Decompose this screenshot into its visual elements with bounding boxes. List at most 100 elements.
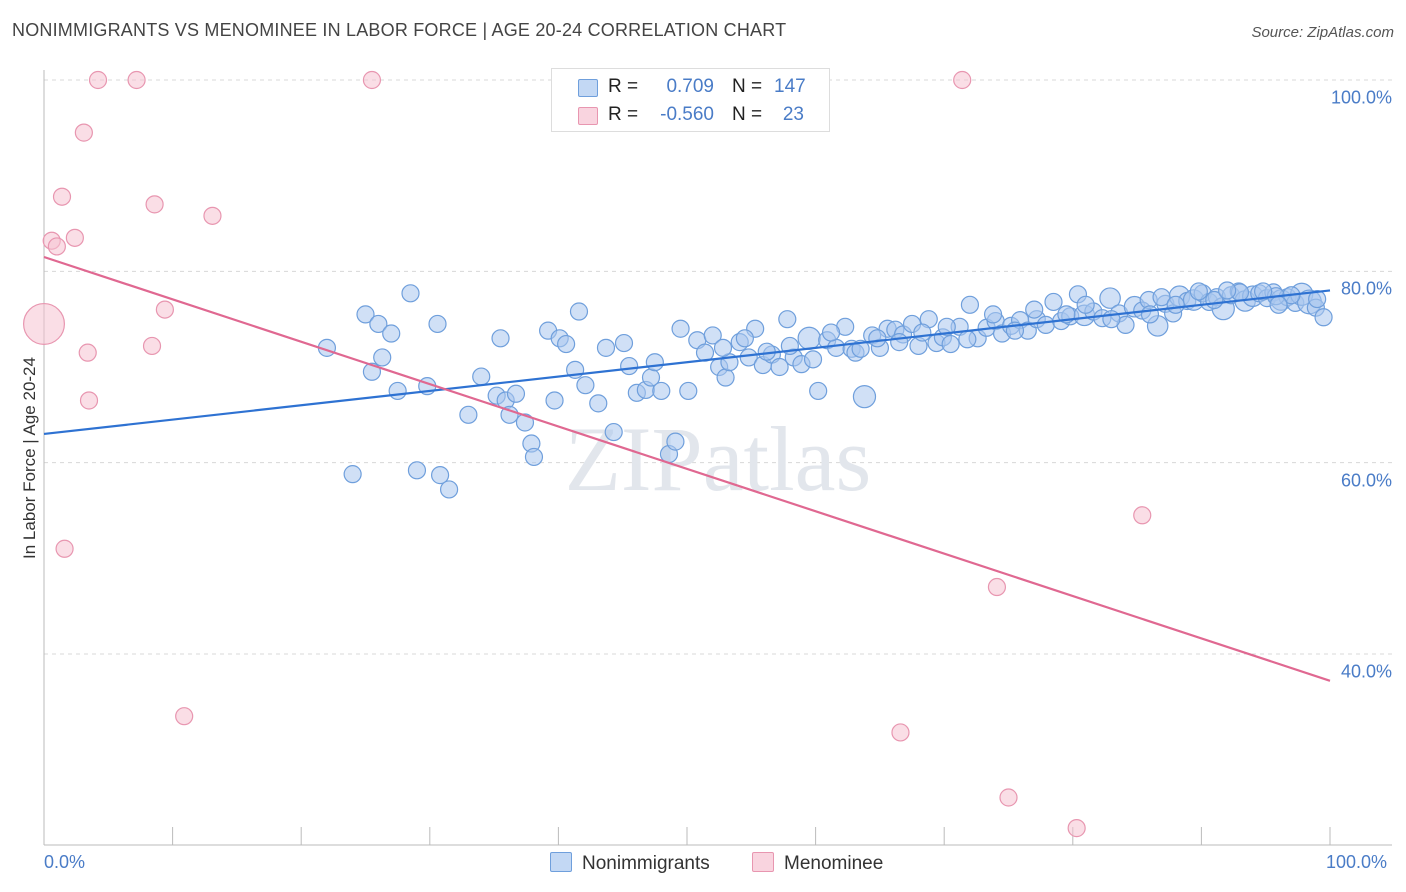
data-point <box>428 314 447 334</box>
data-point <box>407 461 427 480</box>
data-point <box>1189 282 1208 301</box>
data-point <box>515 413 535 432</box>
data-point <box>851 339 870 358</box>
data-point <box>524 447 544 467</box>
data-point <box>1025 300 1044 319</box>
data-point <box>65 228 84 247</box>
data-point <box>439 480 459 499</box>
data-point <box>809 381 828 401</box>
data-point <box>987 577 1007 597</box>
y-tick-label: 100.0% <box>1330 87 1392 108</box>
n-value: 147 <box>774 76 806 97</box>
data-point <box>1140 305 1160 324</box>
y-tick-label: 80.0% <box>1340 278 1392 299</box>
r-value: -0.560 <box>660 104 714 125</box>
data-point <box>545 391 564 410</box>
n-label: N = <box>732 104 763 125</box>
legend-label: Nonimmigrants <box>582 853 710 874</box>
data-point <box>78 343 97 362</box>
data-point <box>797 326 821 350</box>
data-point <box>576 376 595 395</box>
series-menominee <box>23 70 1152 838</box>
data-point <box>891 723 910 742</box>
data-point <box>703 326 722 345</box>
data-point <box>1099 287 1121 309</box>
data-point <box>614 333 634 353</box>
r-label: R = <box>608 104 639 125</box>
data-point <box>620 356 639 376</box>
data-point <box>671 319 690 338</box>
data-point <box>604 422 623 442</box>
n-label: N = <box>732 76 763 97</box>
blue-swatch <box>578 79 598 97</box>
data-point <box>1036 315 1055 335</box>
data-point <box>713 338 733 357</box>
stats-row-nonimmigrants: R = 0.709 N = 147 <box>552 72 829 102</box>
source-label: Source: ZipAtlas.com <box>1251 24 1394 41</box>
data-point <box>369 314 388 334</box>
n-value: 23 <box>782 104 804 125</box>
data-point <box>47 237 66 256</box>
data-point <box>491 329 510 348</box>
data-point <box>596 338 616 357</box>
pink-swatch <box>578 107 598 125</box>
data-point <box>459 405 478 424</box>
data-point <box>74 123 93 142</box>
data-point <box>500 405 519 424</box>
data-point <box>953 70 972 90</box>
r-label: R = <box>608 76 639 97</box>
blue-swatch <box>550 852 572 872</box>
data-point <box>142 336 162 356</box>
trend-line-nonimmigrants <box>43 289 1331 436</box>
data-point <box>827 338 846 357</box>
trend-line-menominee <box>43 255 1331 682</box>
data-point <box>362 70 382 90</box>
data-point <box>23 302 65 345</box>
data-point <box>382 324 401 343</box>
data-point <box>890 333 909 352</box>
trend-lines <box>43 255 1331 682</box>
data-point <box>88 70 108 90</box>
data-point <box>913 323 932 342</box>
data-point <box>472 367 491 386</box>
data-point <box>821 323 841 342</box>
data-point <box>79 391 99 410</box>
data-point <box>203 206 222 225</box>
data-point <box>958 330 977 349</box>
data-point <box>983 305 1003 324</box>
data-point <box>937 317 956 336</box>
data-point <box>1254 282 1273 301</box>
y-tick-label: 40.0% <box>1340 661 1392 682</box>
x-tick-label: 100.0% <box>1326 852 1388 872</box>
stats-box: R = 0.709 N = 147 R = -0.560 N = 23 <box>551 68 830 132</box>
data-point <box>716 368 735 387</box>
pink-swatch <box>752 852 774 872</box>
stats-row-menominee: R = -0.560 N = 23 <box>552 100 829 130</box>
data-point <box>1067 819 1086 838</box>
data-point <box>356 305 375 324</box>
data-point <box>127 70 146 90</box>
y-tick-label: 60.0% <box>1340 470 1392 491</box>
data-point <box>960 295 980 314</box>
data-point <box>735 329 754 348</box>
data-point <box>1308 289 1327 309</box>
data-point <box>1218 281 1237 300</box>
data-point <box>1152 288 1171 307</box>
data-point <box>803 350 823 369</box>
watermark: ZIPatlas <box>565 408 872 510</box>
chart-title: NONIMMIGRANTS VS MENOMINEE IN LABOR FORC… <box>12 20 787 40</box>
data-point <box>145 195 164 214</box>
r-value: 0.709 <box>666 76 714 97</box>
data-point <box>55 539 74 558</box>
data-points <box>23 70 1333 838</box>
data-point <box>401 284 420 303</box>
data-point <box>589 394 608 413</box>
data-point <box>1133 506 1152 525</box>
data-point <box>652 381 671 401</box>
data-point <box>388 381 407 401</box>
data-point <box>506 384 526 403</box>
data-point <box>557 334 576 354</box>
data-point <box>1166 295 1185 314</box>
data-point <box>679 381 698 401</box>
